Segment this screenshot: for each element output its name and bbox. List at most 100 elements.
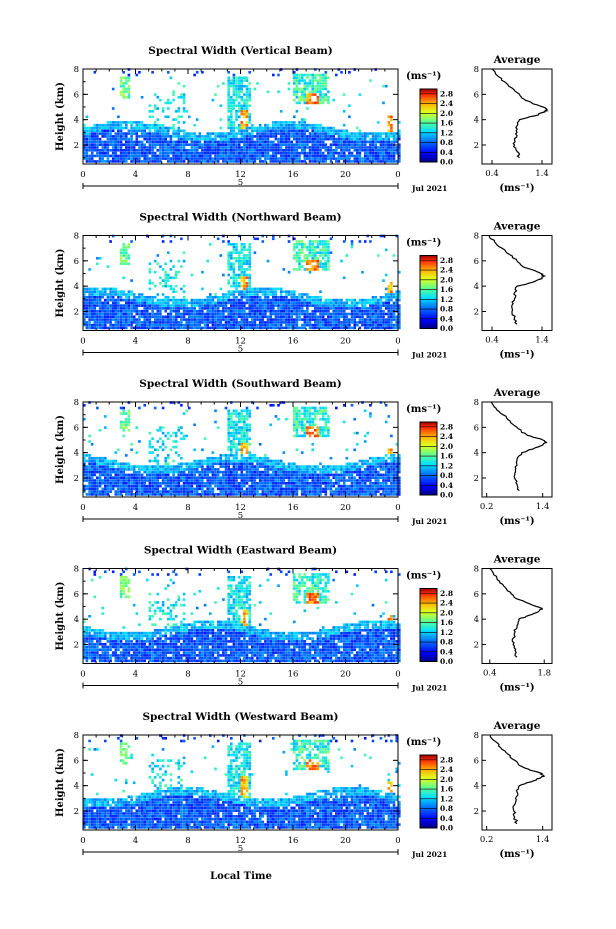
heatmap-cell (316, 87, 320, 91)
heatmap-cell (300, 301, 304, 305)
heatmap-cell (243, 276, 246, 280)
heatmap-cell (159, 126, 162, 130)
heatmap-cell (316, 265, 320, 268)
heatmap-cell (174, 482, 178, 485)
heatmap-cell (106, 135, 110, 138)
heatmap-cell (104, 154, 107, 158)
heatmap-cell (227, 440, 230, 443)
heatmap-cell (203, 315, 207, 319)
heatmap-cell (285, 126, 288, 130)
heatmap-cell (390, 287, 393, 291)
heatmap-cell (279, 323, 283, 327)
heatmap-cell (243, 415, 246, 418)
heatmap-cell (117, 315, 120, 319)
heatmap-cell (235, 115, 238, 119)
heatmap-cell (190, 151, 194, 155)
heatmap-cell (209, 468, 212, 471)
heatmap-cell (340, 137, 343, 141)
heatmap-cell (209, 160, 212, 163)
heatmap-cell (161, 135, 165, 138)
heatmap-cell (106, 309, 110, 313)
heatmap-cell (90, 443, 94, 446)
heatmap-cell (125, 123, 128, 127)
heatmap-cell (127, 245, 131, 249)
heatmap-cell (290, 304, 293, 307)
heatmap-cell (182, 304, 186, 307)
heatmap-cell (282, 157, 286, 160)
heatmap-cell (243, 326, 246, 330)
heatmap-cell (245, 312, 249, 316)
heatmap-cell (127, 312, 131, 316)
heatmap-cell (398, 326, 401, 330)
heatmap-cell (264, 315, 267, 319)
heatmap-cell (248, 268, 251, 271)
heatmap-cell (337, 143, 341, 146)
heatmap-cell (164, 262, 167, 266)
heatmap-cell (332, 149, 335, 152)
heatmap-cell (285, 135, 288, 138)
heatmap-cell (335, 301, 338, 305)
heatmap-cell (303, 137, 307, 141)
heatmap-cell (125, 262, 128, 266)
heatmap-cell (122, 406, 125, 410)
heatmap-cell (327, 137, 330, 141)
heatmap-cell (153, 137, 157, 141)
heatmap-cell (93, 465, 97, 468)
colorbar-tick-label: 0.0 (440, 324, 453, 333)
heatmap-cell (190, 482, 194, 485)
heatmap-cell (361, 135, 364, 138)
heatmap-cell (90, 149, 94, 152)
heatmap-cell (185, 482, 188, 485)
heatmap-cell (316, 323, 320, 327)
heatmap-cell (117, 448, 120, 452)
heatmap-cell (308, 259, 312, 263)
heatmap-cell (329, 135, 333, 138)
heatmap-cell (93, 326, 97, 330)
heatmap-cell (261, 321, 265, 324)
heatmap-cell (295, 132, 299, 135)
heatmap-cell (193, 73, 196, 77)
heatmap-cell (169, 468, 173, 471)
heatmap-cell (190, 465, 194, 468)
heatmap-cell (167, 482, 170, 485)
heatmap-cell (232, 290, 236, 293)
heatmap-cell (119, 484, 123, 488)
heatmap-cell (345, 154, 349, 158)
heatmap-cell (324, 254, 328, 257)
heatmap-cell (122, 420, 125, 424)
heatmap-cell (240, 465, 244, 468)
heatmap-cell (232, 429, 236, 432)
heatmap-cell (172, 490, 175, 493)
heatmap-cell (314, 154, 317, 158)
heatmap-cell (206, 487, 209, 491)
heatmap-cell (93, 482, 97, 485)
heatmap-cell (266, 301, 270, 305)
heatmap-cell (340, 315, 343, 319)
heatmap-cell (311, 101, 314, 105)
heatmap-cell (85, 135, 89, 138)
heatmap-cell (117, 493, 120, 496)
heatmap-cell (237, 154, 241, 158)
heatmap-cell (182, 482, 186, 485)
heatmap-cell (264, 151, 267, 155)
heatmap-cell (90, 318, 94, 321)
heatmap-cell (224, 304, 228, 307)
heatmap-cell (319, 240, 322, 243)
heatmap-cell (342, 160, 346, 163)
heatmap-cell (151, 143, 154, 146)
heatmap-cell (287, 304, 291, 307)
heatmap-cell (235, 409, 238, 413)
heatmap-cell (342, 307, 346, 310)
heatmap-cell (117, 146, 120, 149)
heatmap-cell (127, 140, 131, 144)
heatmap-cell (311, 323, 314, 327)
heatmap-cell (314, 315, 317, 319)
heatmap-cell (332, 323, 335, 327)
heatmap-cell (232, 326, 236, 330)
heatmap-cell (140, 129, 144, 133)
heatmap-cell (300, 118, 304, 121)
heatmap-cell (384, 293, 388, 296)
heatmap-cell (256, 129, 259, 133)
heatmap-cell (243, 245, 246, 249)
heatmap-cell (358, 321, 362, 324)
